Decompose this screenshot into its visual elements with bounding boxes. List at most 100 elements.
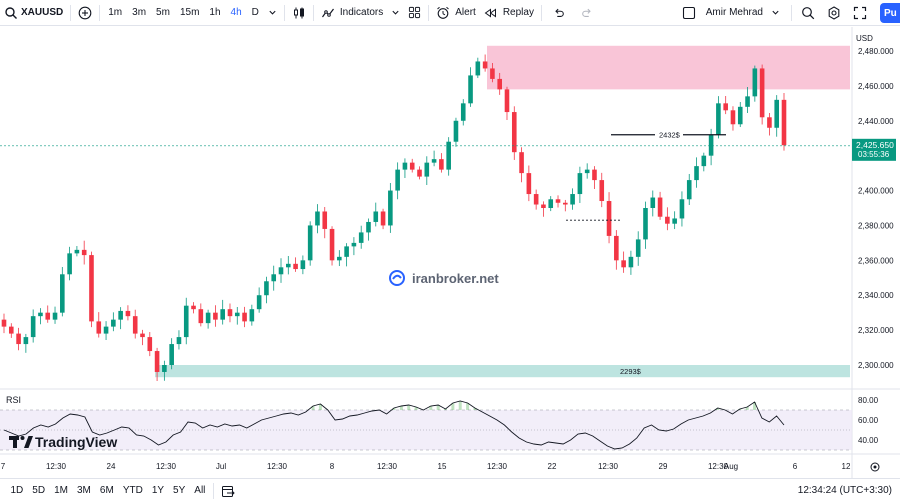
- candle-body: [657, 197, 663, 217]
- settings-button[interactable]: [821, 0, 847, 26]
- range-5Y[interactable]: 5Y: [173, 485, 186, 496]
- price-tick: 2,360.000: [858, 256, 894, 265]
- price-tick: 2,320.000: [858, 326, 894, 335]
- chart-type-button[interactable]: [288, 0, 310, 26]
- timeframe-15m[interactable]: 15m: [179, 7, 200, 18]
- chevron-down-icon: [392, 10, 399, 15]
- candle-body: [380, 211, 386, 226]
- range-6M[interactable]: 6M: [99, 485, 114, 496]
- candle-body: [519, 152, 524, 174]
- candle-body: [752, 68, 758, 97]
- redo-button[interactable]: [573, 0, 601, 26]
- range-All[interactable]: All: [194, 485, 206, 496]
- candle-body: [191, 305, 196, 310]
- divider: [212, 482, 214, 499]
- candle-body: [74, 249, 80, 254]
- candle-body: [234, 312, 240, 317]
- alarm-clock-icon: [437, 6, 450, 19]
- candle-body: [125, 310, 131, 317]
- candle-body: [643, 208, 648, 240]
- replay-label: Replay: [502, 7, 534, 18]
- alert-button[interactable]: Alert: [432, 0, 480, 26]
- candle-body: [628, 256, 634, 268]
- timeframe-3m[interactable]: 3m: [132, 7, 147, 18]
- candle-body: [67, 253, 72, 275]
- timeframe-4h[interactable]: 4h: [230, 7, 242, 18]
- candle-body: [111, 319, 116, 327]
- indicators-dropdown[interactable]: [387, 0, 404, 26]
- range-list: 1D 5D 1M 3M 6M YTD 1Y 5Y All: [0, 485, 210, 496]
- current-price-tag: 2,425.650 03:55:36: [0, 138, 896, 161]
- candles: [1, 54, 787, 382]
- candle-body: [1, 319, 7, 327]
- candle-body: [460, 103, 466, 121]
- current-price-box: [852, 138, 896, 161]
- compare-button[interactable]: [74, 0, 96, 26]
- timeframe-dropdown[interactable]: [264, 0, 281, 26]
- time-axis-settings[interactable]: [870, 462, 880, 472]
- replay-button[interactable]: Replay: [480, 0, 538, 26]
- bottom-bar: 1D 5D 1M 3M 6M YTD 1Y 5Y All 12:34:24 (U…: [0, 478, 900, 502]
- rsi-levels: [0, 401, 852, 451]
- time-tick: 22: [548, 462, 557, 471]
- chart-canvas[interactable]: 2293$ 2432$ iranbroker.net USD 2,480.000…: [0, 27, 900, 502]
- candle-body: [162, 365, 167, 372]
- chart-area[interactable]: 2293$ 2432$ iranbroker.net USD 2,480.000…: [0, 27, 900, 502]
- undo-button[interactable]: [545, 0, 573, 26]
- candle-body: [570, 194, 575, 205]
- range-YTD[interactable]: YTD: [122, 485, 143, 496]
- candle-body: [672, 218, 677, 224]
- layouts-button[interactable]: [404, 0, 425, 26]
- rsi-tick: 60.00: [858, 416, 879, 425]
- candle-body: [745, 96, 750, 107]
- time-tick: 7: [1, 462, 6, 471]
- timeframe-D[interactable]: D: [251, 7, 259, 18]
- range-3M[interactable]: 3M: [77, 485, 91, 496]
- layout-menu[interactable]: Amir Mehrad: [678, 0, 788, 26]
- range-1D[interactable]: 1D: [10, 485, 24, 496]
- candle-body: [351, 242, 357, 247]
- timeframe-1m[interactable]: 1m: [108, 7, 123, 18]
- rsi-label: RSI: [6, 395, 21, 405]
- alert-label: Alert: [455, 7, 476, 18]
- rsi-pane[interactable]: RSI 80.00 60.00 40.00: [0, 395, 879, 451]
- candle-body: [52, 312, 58, 320]
- symbol-name: XAUUSD: [21, 7, 64, 18]
- candle-body: [767, 117, 772, 128]
- time-tick: 29: [659, 462, 668, 471]
- tradingview-logo[interactable]: TradingView: [9, 434, 117, 450]
- range-5D[interactable]: 5D: [32, 485, 46, 496]
- price-tick: 2,460.000: [858, 82, 894, 91]
- candles-icon: [293, 7, 304, 18]
- candle-body: [665, 216, 670, 224]
- goto-date-button[interactable]: [217, 478, 239, 502]
- fullscreen-button[interactable]: [847, 0, 873, 26]
- candle-body: [103, 326, 109, 334]
- timeframe-5m[interactable]: 5m: [156, 7, 170, 18]
- candle-body: [599, 180, 605, 202]
- quick-search-button[interactable]: [795, 0, 821, 26]
- publish-button[interactable]: Pu: [880, 3, 900, 23]
- candle-body: [541, 204, 546, 208]
- grid-icon: [409, 6, 421, 19]
- clock[interactable]: 12:34:24 (UTC+3:30): [797, 485, 892, 496]
- range-1Y[interactable]: 1Y: [151, 485, 165, 496]
- divider: [312, 4, 314, 21]
- watermark-text: iranbroker.net: [412, 271, 499, 286]
- candle-body: [431, 159, 437, 163]
- tradingview-logo-icon: [9, 436, 33, 448]
- timeframe-1h[interactable]: 1h: [209, 7, 221, 18]
- indicators-button[interactable]: Indicators: [317, 0, 387, 26]
- candle-body: [307, 225, 313, 261]
- candle-body: [227, 309, 233, 317]
- rsi-tick: 80.00: [858, 396, 879, 405]
- candle-body: [96, 321, 102, 334]
- time-tick: 12:30: [156, 462, 177, 471]
- candle-body: [577, 173, 583, 195]
- price-tick: 2,340.000: [858, 291, 894, 300]
- candle-body: [606, 201, 612, 236]
- symbol-search[interactable]: XAUUSD: [0, 0, 67, 26]
- candle-body: [373, 211, 379, 222]
- range-1M[interactable]: 1M: [54, 485, 68, 496]
- top-toolbar: XAUUSD 1m 3m 5m 15m 1h 4h D Indicators A…: [0, 0, 900, 26]
